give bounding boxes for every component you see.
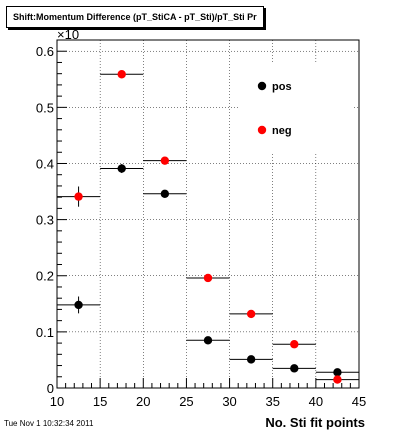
y-tick-label: 0.1 [36,325,54,340]
data-point-pos [117,164,126,173]
y-tick-label: 0.4 [36,156,54,171]
plot-frame [56,39,360,389]
axes-layer: 10 15 20 25 30 35 40 45 0 0.1 0.2 0.3 0.4 0.5 0.6×10 No… [36,27,366,430]
legend: pos neg [240,64,352,154]
y-tick-label: 0.3 [36,213,54,228]
x-axis-label: No. Sti fit points [265,415,365,430]
x-tick-label: 15 [93,394,107,409]
y-tick-label: 0 [47,381,54,396]
y-multiplier-label: ×10 [57,27,79,42]
data-point-pos [246,355,256,364]
data-point-pos [333,368,342,377]
x-tick-label: 10 [50,394,64,409]
x-tick-label: 40 [309,394,323,409]
y-tick-label: 0.5 [36,100,54,115]
data-point-neg [290,340,299,349]
footer-timestamp: Tue Nov 1 10:32:34 2011 [4,419,94,428]
x-tick-label: 20 [136,394,150,409]
data-point-neg [333,375,342,384]
legend-label-neg: neg [272,125,292,137]
x-tick-label: 45 [352,394,366,409]
data-point-neg [160,156,170,165]
data-point-pos [160,189,170,198]
legend-background [240,64,352,154]
data-point-neg [117,70,126,79]
x-tick-label: 25 [179,394,193,409]
data-layer [57,70,359,384]
legend-label-pos: pos [272,81,292,93]
data-point-neg [74,192,83,201]
data-point-neg [203,273,213,283]
data-point-pos [203,336,213,345]
chart-title: Shift:Momentum Difference (pT_StiCA - pT… [6,6,264,28]
data-point-neg [246,309,256,319]
data-point-pos [74,300,83,310]
data-point-pos [290,364,299,373]
x-tick-label: 35 [265,394,279,409]
x-tick-label: 30 [222,394,236,409]
legend-marker-pos [257,81,267,91]
y-tick-label: 0.2 [36,269,54,284]
legend-marker-neg [257,125,267,135]
y-tick-label: 0.6 [36,44,54,59]
